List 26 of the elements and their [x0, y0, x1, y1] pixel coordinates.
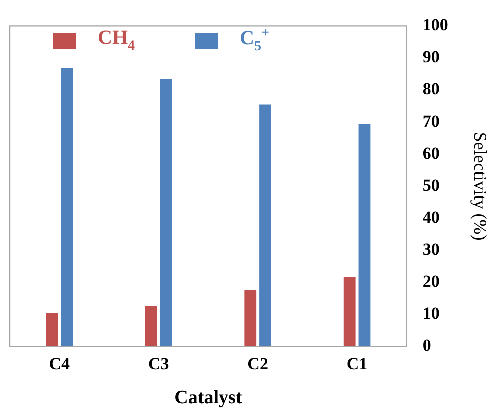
bar: [145, 306, 158, 347]
bar: [160, 79, 172, 347]
bar: [61, 68, 74, 347]
bar: [46, 313, 58, 347]
y-tick-label: 70: [422, 112, 440, 131]
x-axis-title: Catalyst: [174, 388, 243, 409]
y-tick-label: 100: [422, 16, 448, 35]
bar: [358, 124, 371, 347]
y-tick-label: 50: [422, 176, 440, 195]
y-tick-label: 30: [422, 240, 440, 260]
y-tick-label: 90: [422, 48, 440, 67]
x-tick-label: C2: [248, 354, 268, 374]
x-tick-label: C4: [49, 354, 70, 374]
y-tick-label: 0: [422, 336, 432, 356]
y-tick-label: 40: [422, 208, 440, 227]
bar: [244, 290, 257, 347]
y-tick-label: 20: [422, 272, 440, 292]
x-tick-label: C1: [346, 354, 368, 374]
bar: [260, 104, 272, 347]
y-tick-label: 10: [422, 304, 440, 324]
y-axis-title: Selectivity (%): [470, 132, 490, 241]
y-tick-label: 60: [422, 144, 440, 163]
y-tick-label: 80: [422, 80, 440, 99]
bar: [344, 277, 356, 347]
x-tick-label: C3: [148, 354, 170, 374]
legend-label: CH$_{4}$: [98, 26, 135, 55]
